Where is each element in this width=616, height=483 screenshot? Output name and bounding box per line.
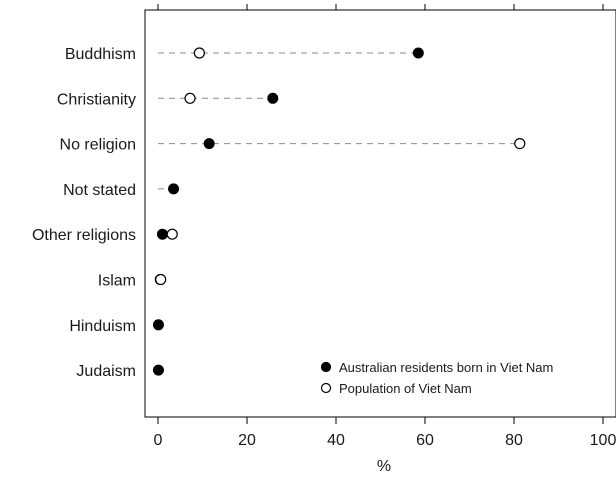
point-australian-residents: [156, 228, 168, 240]
category-label: Hinduism: [69, 318, 136, 335]
point-australian-residents: [168, 183, 180, 195]
plot-frame: [144, 9, 616, 418]
point-australian-residents: [152, 319, 164, 331]
x-tick-label: 80: [505, 432, 523, 449]
point-population-viet-nam: [184, 92, 196, 104]
legend: Australian residents born in Viet Nam Pop…: [320, 360, 553, 396]
legend-label: Australian residents born in Viet Nam: [339, 360, 553, 375]
x-tick-label: 40: [327, 432, 345, 449]
x-axis-title: %: [377, 458, 391, 475]
point-population-viet-nam: [155, 273, 167, 286]
point-population-viet-nam: [166, 228, 178, 240]
point-population-viet-nam: [193, 47, 205, 59]
category-label: Other religions: [32, 227, 136, 244]
category-label: Islam: [98, 273, 136, 290]
legend-marker-filled: [320, 361, 332, 373]
point-australian-residents: [267, 92, 279, 104]
data-points: [152, 47, 526, 376]
x-axis-tick-labels: 0 20 40 60 80 100: [154, 432, 616, 449]
category-label: Not stated: [63, 182, 136, 199]
x-tick-label: 60: [416, 432, 434, 449]
x-tick-label: 20: [238, 432, 256, 449]
category-label: No religion: [60, 137, 136, 154]
point-australian-residents: [152, 364, 164, 376]
x-tick-label: 100: [590, 432, 616, 449]
category-labels: Buddhism Christianity No religion Not state…: [32, 46, 136, 380]
point-australian-residents: [412, 47, 424, 59]
category-label: Judaism: [76, 363, 136, 380]
category-label: Christianity: [57, 91, 136, 108]
x-tick-label: 0: [154, 432, 163, 449]
point-australian-residents: [203, 138, 215, 150]
x-axis-ticks: [157, 4, 604, 424]
point-population-viet-nam: [514, 138, 526, 150]
category-label: Buddhism: [65, 46, 136, 63]
connector-lines: [153, 52, 515, 371]
legend-label: Population of Viet Nam: [339, 381, 472, 396]
legend-marker-open: [320, 382, 332, 394]
